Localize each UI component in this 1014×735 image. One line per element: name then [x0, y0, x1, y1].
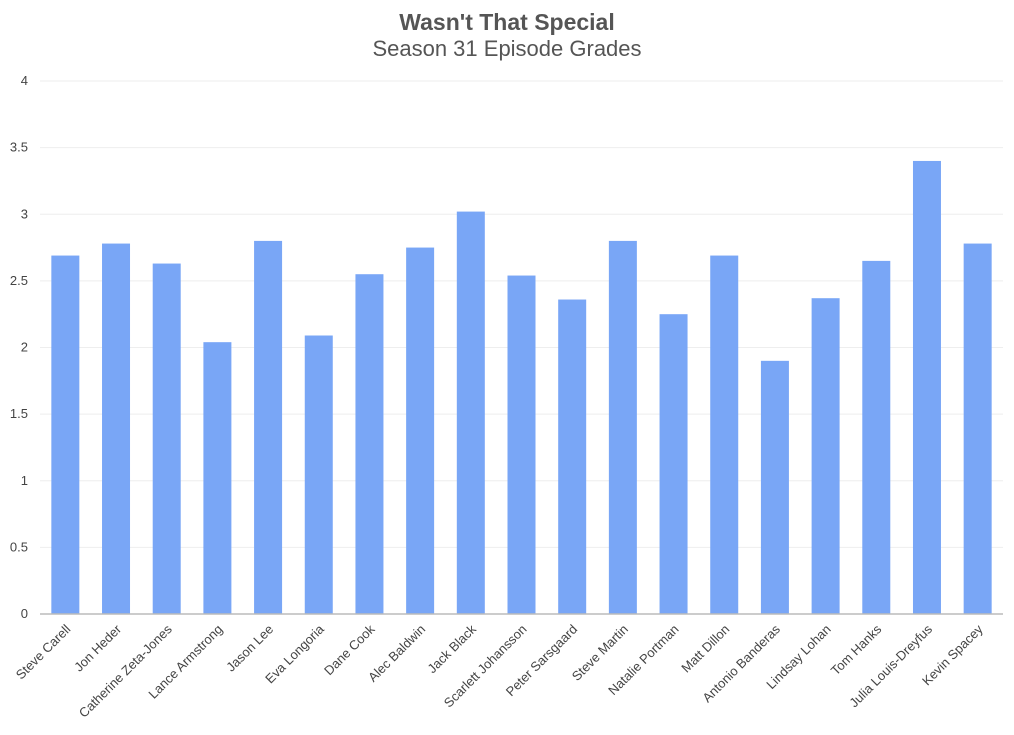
y-tick-label: 4: [21, 73, 28, 88]
bar: [912, 160, 941, 614]
bar: [507, 275, 536, 614]
y-tick-label: 0.5: [10, 539, 28, 554]
x-tick-label: Jason Lee: [223, 622, 276, 675]
bar: [862, 260, 891, 614]
bar: [102, 243, 131, 614]
bar: [811, 298, 840, 614]
bar: [51, 255, 80, 614]
y-tick-label: 2.5: [10, 273, 28, 288]
x-tick-label: Jon Heder: [71, 621, 124, 674]
x-tick-label: Matt Dillon: [678, 622, 732, 676]
bar: [203, 342, 232, 614]
bar: [963, 243, 992, 614]
bar: [558, 299, 587, 614]
bar: [355, 274, 384, 614]
chart-subtitle: Season 31 Episode Grades: [372, 36, 641, 61]
chart-title: Wasn't That Special: [399, 9, 615, 35]
bar: [659, 314, 688, 614]
bar: [254, 240, 283, 614]
x-tick-label: Jack Black: [424, 621, 479, 676]
bar: [152, 263, 181, 614]
bar: [608, 240, 637, 614]
bar: [304, 335, 333, 614]
y-tick-label: 3: [21, 206, 28, 221]
y-tick-label: 1.5: [10, 406, 28, 421]
x-tick-label: Catherine Zeta-Jones: [76, 621, 175, 720]
bar: [456, 211, 485, 614]
bar: [710, 255, 739, 614]
bar: [406, 247, 435, 614]
y-tick-label: 2: [21, 340, 28, 355]
x-tick-label: Steve Carell: [13, 621, 74, 682]
y-tick-label: 0: [21, 606, 28, 621]
bar: [760, 360, 789, 614]
y-tick-label: 1: [21, 473, 28, 488]
y-tick-label: 3.5: [10, 140, 28, 155]
